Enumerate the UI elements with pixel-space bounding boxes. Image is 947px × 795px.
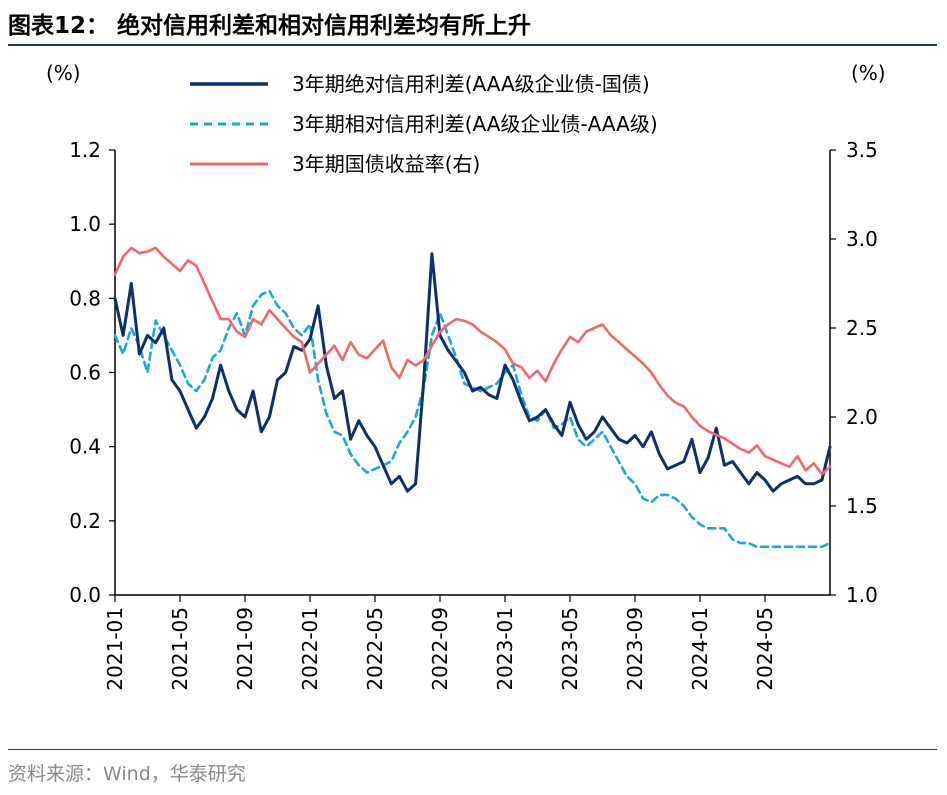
- x-tick-label: 2023-05: [558, 607, 582, 691]
- right-tick-label: 2.0: [846, 405, 878, 429]
- legend-label-yield: 3年期国债收益率(右): [292, 152, 480, 176]
- right-tick-label: 2.5: [846, 316, 878, 340]
- chart-title: 图表12： 绝对信用利差和相对信用利差均有所上升: [8, 13, 532, 39]
- right-tick-label: 1.5: [846, 494, 878, 518]
- legend-label-absolute: 3年期绝对信用利差(AAA级企业债-国债): [292, 72, 650, 96]
- right-tick-label: 3.5: [846, 138, 878, 162]
- x-tick-label: 2021-09: [233, 607, 257, 691]
- source-note: 资料来源：Wind，华泰研究: [8, 763, 246, 785]
- x-tick-label: 2022-01: [298, 607, 322, 691]
- left-tick-label: 0.6: [69, 361, 101, 385]
- x-tick-label: 2022-09: [428, 607, 452, 691]
- x-tick-label: 2021-05: [168, 607, 192, 691]
- title-divider: [8, 44, 937, 46]
- x-tick-label: 2024-05: [753, 607, 777, 691]
- x-tick-label: 2021-01: [103, 607, 127, 691]
- series-line-yield: [113, 246, 832, 476]
- left-tick-label: 1.2: [69, 138, 101, 162]
- series-line-absolute: [113, 252, 832, 493]
- x-tick-label: 2022-05: [363, 607, 387, 691]
- right-tick-label: 3.0: [846, 227, 878, 251]
- x-tick-label: 2023-09: [623, 607, 647, 691]
- left-axis-unit: (%): [46, 61, 81, 85]
- x-tick-label: 2024-01: [688, 607, 712, 691]
- footer-divider: [8, 749, 937, 750]
- legend-label-relative: 3年期相对信用利差(AA级企业债-AAA级): [292, 112, 658, 136]
- left-tick-label: 0.2: [69, 509, 101, 533]
- right-tick-label: 1.0: [846, 583, 878, 607]
- series-line-relative: [113, 289, 832, 549]
- left-tick-label: 0.8: [69, 286, 101, 310]
- left-tick-label: 0.4: [69, 435, 101, 459]
- left-tick-label: 0.0: [69, 583, 101, 607]
- left-tick-label: 1.0: [69, 212, 101, 236]
- x-tick-label: 2023-01: [493, 607, 517, 691]
- right-axis-unit: (%): [851, 61, 886, 85]
